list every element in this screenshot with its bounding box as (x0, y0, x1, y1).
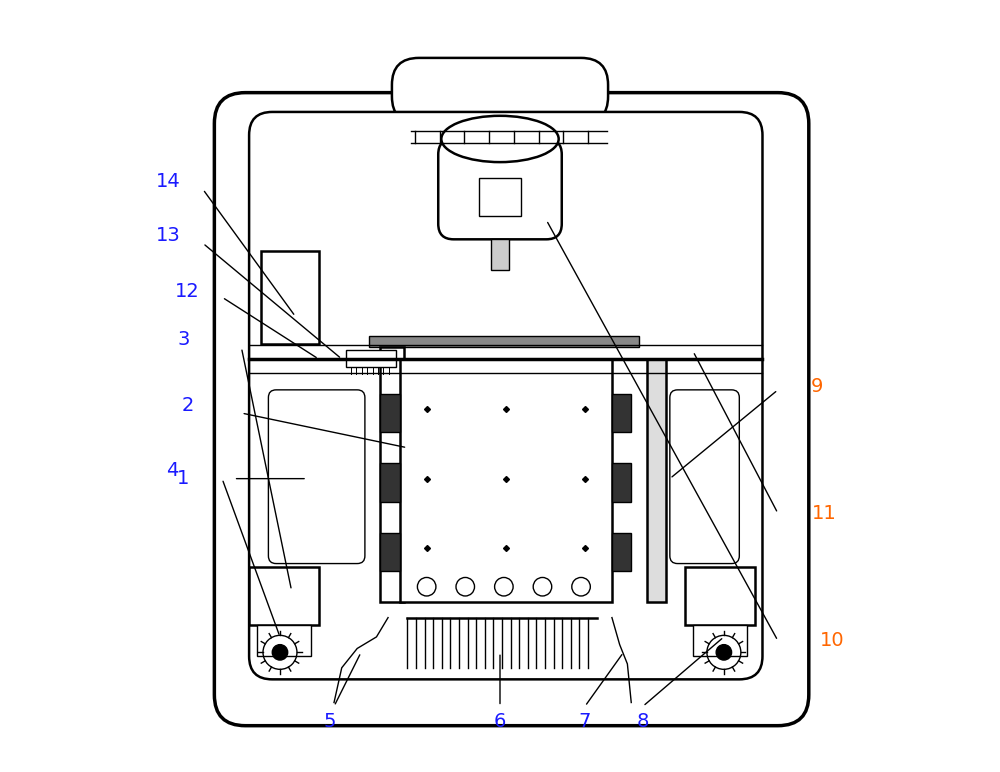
Bar (400, 359, 612, 602)
Text: 1: 1 (177, 469, 190, 488)
Text: 2: 2 (181, 396, 194, 415)
Text: 14: 14 (156, 172, 180, 191)
Bar (380, 347, 404, 602)
Bar (491, 239, 509, 270)
Bar (612, 463, 631, 502)
Bar (612, 533, 631, 571)
Bar (380, 463, 400, 502)
Bar (380, 533, 400, 571)
Text: 13: 13 (156, 226, 180, 245)
Text: 7: 7 (579, 713, 591, 731)
Bar (612, 394, 631, 432)
FancyBboxPatch shape (438, 139, 562, 239)
Polygon shape (693, 625, 747, 656)
Bar (380, 533, 400, 571)
Bar (380, 394, 400, 432)
Circle shape (716, 645, 732, 660)
FancyBboxPatch shape (249, 112, 762, 679)
Text: 6: 6 (494, 713, 506, 731)
Text: 12: 12 (175, 283, 200, 301)
Text: 8: 8 (637, 713, 649, 731)
FancyBboxPatch shape (214, 93, 809, 726)
FancyBboxPatch shape (268, 390, 365, 564)
FancyBboxPatch shape (670, 390, 739, 564)
Bar (346, 350, 396, 367)
Text: 4: 4 (166, 462, 178, 480)
Polygon shape (257, 625, 311, 656)
Ellipse shape (441, 116, 559, 162)
Bar (612, 463, 631, 502)
Text: 10: 10 (820, 631, 844, 650)
Bar (612, 533, 631, 571)
Bar (380, 463, 400, 502)
Bar (685, 567, 755, 625)
Bar (380, 394, 400, 432)
Bar (647, 359, 666, 602)
Text: 3: 3 (177, 330, 190, 349)
Text: 9: 9 (810, 377, 823, 395)
Bar (479, 178, 521, 216)
Circle shape (272, 645, 288, 660)
Bar (612, 394, 631, 432)
Bar (369, 336, 639, 347)
Bar (261, 251, 319, 344)
Bar (249, 567, 319, 625)
Text: 5: 5 (324, 713, 336, 731)
Text: 11: 11 (812, 504, 837, 523)
FancyBboxPatch shape (392, 58, 608, 124)
